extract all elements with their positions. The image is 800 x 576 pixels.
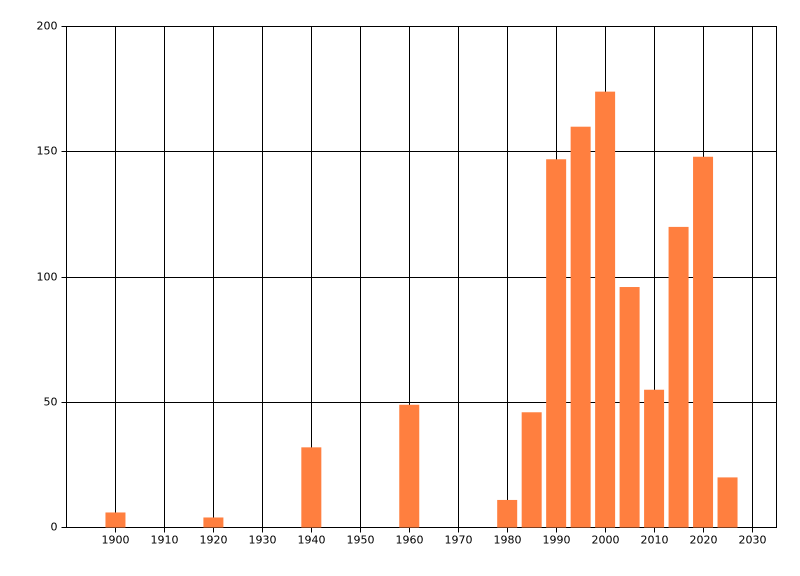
y-tick-label: 200 xyxy=(37,20,58,33)
x-tick-label: 1960 xyxy=(396,534,424,547)
bar xyxy=(668,226,689,528)
y-tick-label: 100 xyxy=(37,271,58,284)
bar xyxy=(717,477,738,528)
x-tick-label: 1930 xyxy=(249,534,277,547)
x-tick-label: 1910 xyxy=(151,534,179,547)
bar xyxy=(203,517,224,528)
x-tick-label: 2020 xyxy=(690,534,718,547)
bar xyxy=(399,404,420,528)
y-tick-label: 0 xyxy=(51,521,58,534)
x-tick-label: 1920 xyxy=(200,534,228,547)
bar xyxy=(521,412,542,528)
x-tick-label: 2030 xyxy=(739,534,767,547)
x-tick-label: 1980 xyxy=(494,534,522,547)
x-tick-label: 1990 xyxy=(543,534,571,547)
x-tick-label: 1940 xyxy=(298,534,326,547)
bar xyxy=(644,389,665,528)
bar xyxy=(595,91,616,528)
x-tick-label: 1970 xyxy=(445,534,473,547)
x-tick-label: 2010 xyxy=(641,534,669,547)
x-tick-label: 1950 xyxy=(347,534,375,547)
bar xyxy=(546,159,567,528)
bar xyxy=(497,499,518,528)
bar xyxy=(570,126,591,528)
x-tick-label: 1900 xyxy=(102,534,130,547)
bar xyxy=(619,287,640,528)
y-tick-label: 50 xyxy=(44,396,58,409)
y-tick-label: 150 xyxy=(37,145,58,158)
x-tick-label: 2000 xyxy=(592,534,620,547)
bar xyxy=(693,156,714,528)
bar xyxy=(301,447,322,528)
bar xyxy=(105,512,126,528)
